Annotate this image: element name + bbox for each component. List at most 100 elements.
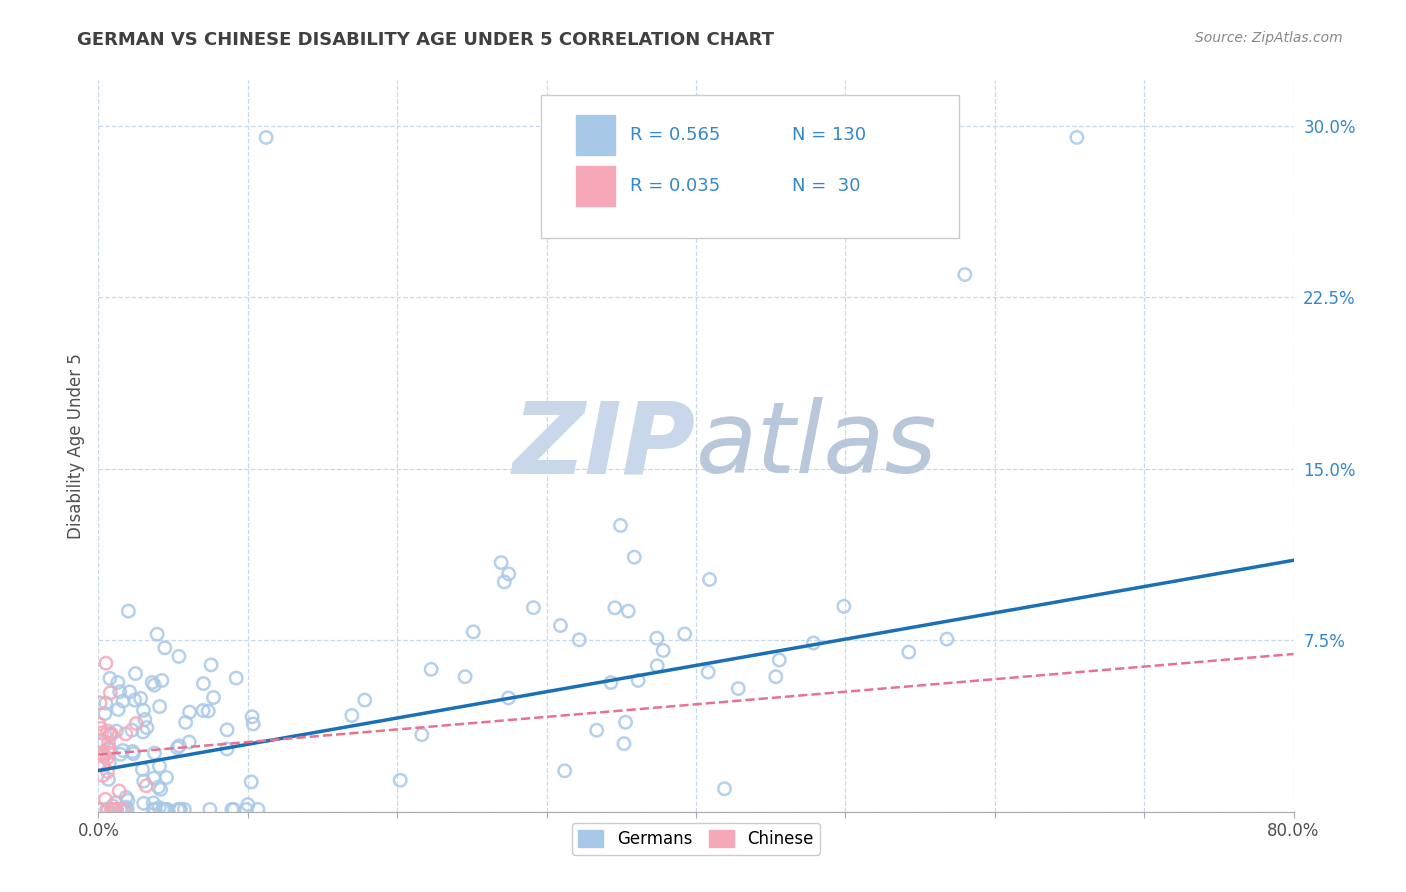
Point (193, 676, 215, 690)
Point (200, 657, 222, 672)
Point (135, 779, 157, 793)
Point (463, 624, 485, 639)
Point (174, 715, 197, 730)
Point (156, 802, 179, 816)
Point (104, 802, 127, 816)
Text: R = 0.035: R = 0.035 (630, 178, 720, 195)
Point (90, 726, 112, 740)
Point (97, 736, 120, 750)
Point (897, 645, 920, 659)
Point (150, 673, 173, 688)
Point (132, 797, 155, 811)
Point (96, 802, 118, 816)
Point (179, 705, 201, 719)
Point (118, 685, 141, 699)
FancyBboxPatch shape (541, 95, 959, 237)
Point (105, 724, 128, 739)
Point (389, 773, 412, 788)
Point (246, 802, 269, 816)
Point (179, 735, 201, 749)
Point (153, 640, 176, 655)
Point (93, 749, 115, 764)
Point (953, 268, 976, 282)
Point (609, 518, 631, 533)
Point (599, 675, 621, 690)
Point (217, 723, 239, 737)
Point (153, 802, 176, 816)
Point (98, 728, 121, 742)
Point (143, 746, 166, 760)
Point (169, 802, 191, 816)
Text: R = 0.565: R = 0.565 (630, 126, 721, 145)
Point (152, 802, 174, 816)
Point (115, 800, 138, 814)
Point (101, 798, 124, 813)
Point (96, 724, 118, 739)
Point (90, 802, 112, 816)
Point (94, 706, 117, 721)
Point (149, 782, 172, 797)
Point (554, 764, 576, 778)
Point (111, 694, 134, 708)
Point (522, 600, 544, 615)
Point (673, 627, 696, 641)
Point (614, 715, 637, 730)
Point (225, 671, 247, 685)
Point (236, 797, 259, 812)
Point (768, 653, 790, 667)
Point (111, 802, 134, 816)
Point (107, 675, 129, 690)
Text: N = 130: N = 130 (792, 126, 866, 145)
Point (498, 690, 520, 705)
Point (166, 740, 188, 755)
Point (623, 550, 645, 565)
Point (87, 802, 110, 816)
Point (96, 751, 118, 765)
Point (585, 723, 607, 738)
Point (568, 632, 591, 647)
Point (146, 627, 169, 641)
Point (498, 566, 520, 581)
Point (97, 746, 120, 760)
Point (132, 725, 155, 739)
Point (89, 696, 111, 710)
Point (713, 781, 735, 796)
Point (645, 631, 668, 645)
Point (191, 704, 214, 718)
Point (167, 649, 190, 664)
Point (142, 771, 165, 785)
Point (110, 747, 132, 762)
Point (141, 675, 163, 690)
Point (222, 802, 245, 816)
Point (132, 774, 155, 789)
Point (803, 636, 825, 650)
Point (94, 696, 117, 710)
Point (167, 802, 190, 816)
Point (340, 708, 363, 723)
FancyBboxPatch shape (576, 166, 614, 206)
Point (103, 802, 125, 816)
Point (115, 790, 138, 805)
Point (699, 573, 721, 587)
Point (97, 742, 120, 756)
Point (98, 756, 121, 770)
Point (98, 742, 121, 756)
Point (121, 723, 143, 738)
Text: ZIP: ZIP (513, 398, 696, 494)
Point (215, 742, 238, 756)
Point (124, 666, 146, 681)
Point (125, 716, 148, 731)
Point (97, 772, 120, 787)
Point (131, 763, 153, 777)
Point (613, 737, 636, 751)
Point (108, 684, 131, 698)
Point (935, 632, 957, 646)
Point (240, 775, 263, 789)
Point (148, 800, 170, 814)
Legend: Germans, Chinese: Germans, Chinese (572, 823, 820, 855)
Point (727, 681, 749, 696)
Point (1066, 130, 1088, 145)
Point (765, 670, 787, 684)
Point (169, 802, 191, 816)
Point (132, 703, 155, 717)
